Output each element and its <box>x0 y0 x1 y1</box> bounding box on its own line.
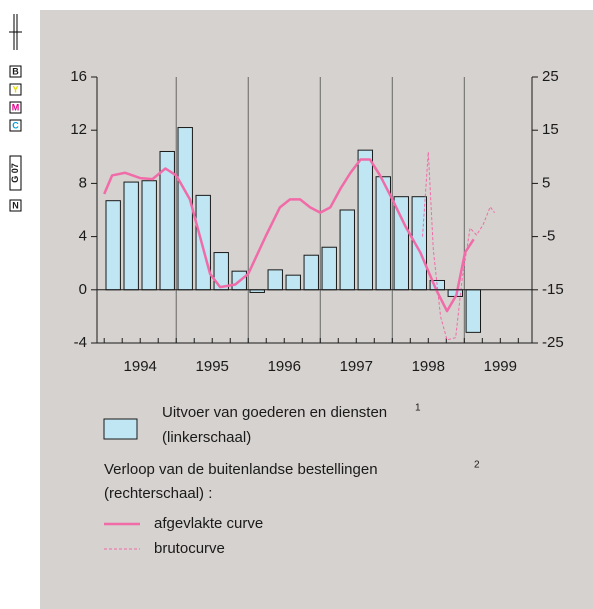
legend-left-scale: (linkerschaal) <box>162 429 251 446</box>
mark-y: Y <box>12 84 18 94</box>
x-tick-label: 1996 <box>268 358 301 375</box>
bar <box>321 246 337 291</box>
y2-tick-label: 5 <box>542 174 550 191</box>
x-tick-label: 1995 <box>196 358 229 375</box>
y-tick-label: 4 <box>79 228 87 245</box>
mark-g07: G 07 <box>10 163 20 183</box>
bar <box>123 181 139 291</box>
mark-m: M <box>12 102 20 112</box>
bar <box>267 269 283 291</box>
legend-bars: Uitvoer van goederen en diensten <box>162 404 387 421</box>
y-tick-label: -4 <box>74 334 87 351</box>
y-tick-label: 0 <box>79 281 87 298</box>
raw-line <box>422 151 495 341</box>
legend-raw: brutocurve <box>154 540 225 557</box>
y-tick-label: 8 <box>79 174 87 191</box>
y2-tick-label: 15 <box>542 121 559 138</box>
bar <box>303 254 319 291</box>
legend-swatch <box>103 418 138 440</box>
bar <box>195 194 211 291</box>
x-tick-label: 1999 <box>484 358 517 375</box>
x-tick-label: 1994 <box>124 358 157 375</box>
x-tick-label: 1998 <box>412 358 445 375</box>
legend-note: 1 <box>415 403 421 414</box>
bar <box>177 127 193 291</box>
legend-right-scale: (rechterschaal) : <box>104 485 212 502</box>
x-tick-label: 1997 <box>340 358 373 375</box>
mark-b: B <box>12 66 19 76</box>
y-tick-label: 16 <box>70 68 87 85</box>
bar <box>393 196 409 291</box>
y2-tick-label: -25 <box>542 334 564 351</box>
bar <box>465 289 482 333</box>
legend-note: 2 <box>474 460 480 471</box>
bar <box>105 200 121 291</box>
bar <box>285 274 301 291</box>
bar <box>339 209 355 291</box>
bar <box>213 252 229 291</box>
mark-n: N <box>12 200 19 210</box>
print-marks: B Y M C G 07 N <box>9 14 22 212</box>
panel <box>40 10 593 609</box>
mark-c: C <box>12 120 19 130</box>
y2-tick-label: 25 <box>542 68 559 85</box>
legend-group: Verloop van de buitenlandse bestellingen <box>104 461 378 478</box>
y2-tick-label: -5 <box>542 228 555 245</box>
legend-smooth: afgevlakte curve <box>154 515 263 532</box>
y2-tick-label: -15 <box>542 281 564 298</box>
bar <box>141 180 157 291</box>
y-tick-label: 12 <box>70 121 87 138</box>
smooth-line <box>103 158 475 313</box>
bar <box>357 149 373 291</box>
